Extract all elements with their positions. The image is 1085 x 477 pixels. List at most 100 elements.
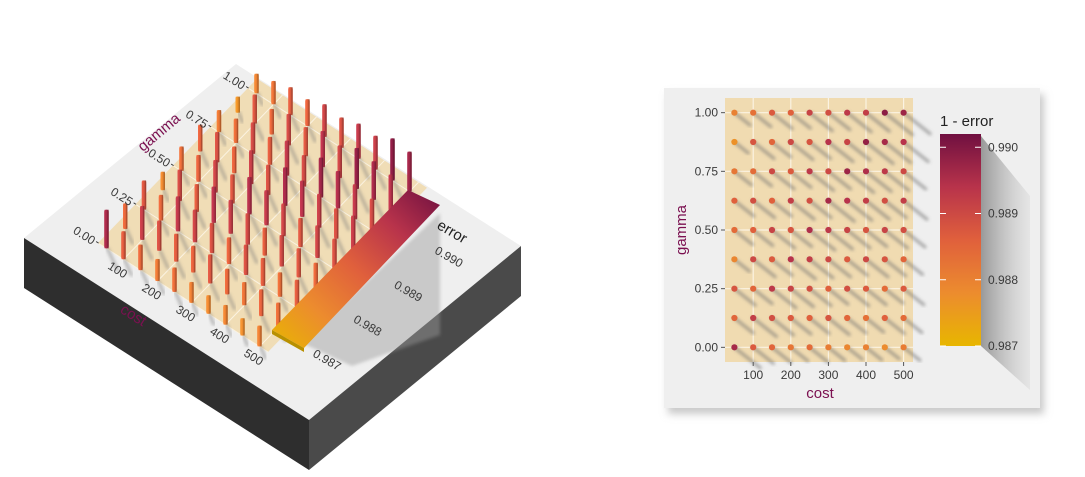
point-shadow xyxy=(751,111,773,129)
bar xyxy=(140,205,145,240)
point-shadow xyxy=(732,316,755,335)
data-point xyxy=(844,197,851,204)
bar xyxy=(284,140,290,176)
bar-shadow xyxy=(208,312,216,326)
bar-shadow xyxy=(303,185,315,206)
bar xyxy=(235,96,240,113)
data-point xyxy=(844,344,851,351)
bar-shadow xyxy=(266,223,278,247)
data-point xyxy=(768,138,776,146)
bar-shadow xyxy=(177,230,190,253)
data-point xyxy=(900,344,907,351)
point-shadow xyxy=(864,257,890,279)
bar-shadow xyxy=(317,256,329,278)
bar-shadow xyxy=(181,169,190,186)
bar-shadow xyxy=(281,265,293,286)
bar xyxy=(206,295,211,314)
data-point xyxy=(862,197,870,204)
bar-shadow xyxy=(157,279,166,295)
bar xyxy=(322,104,327,138)
bar xyxy=(371,161,376,201)
bar-shadow xyxy=(194,240,206,263)
data-point xyxy=(750,285,757,292)
bar-shadow xyxy=(271,133,281,151)
data-point xyxy=(825,314,832,322)
bar xyxy=(192,209,198,243)
x-tick-label: 200 xyxy=(781,368,801,382)
bar xyxy=(174,233,179,262)
point-shadow xyxy=(883,140,913,165)
x-axis-title: cost xyxy=(806,385,834,402)
point-shadow xyxy=(751,287,774,306)
bar xyxy=(242,281,247,306)
data-point xyxy=(862,138,870,146)
point-shadow xyxy=(751,199,777,220)
bar-shadow xyxy=(283,234,295,256)
point-shadow xyxy=(826,345,847,362)
bar xyxy=(189,281,194,303)
bar xyxy=(245,213,250,245)
bar xyxy=(209,222,215,254)
data-point xyxy=(787,168,794,175)
bar-shadow xyxy=(237,111,244,124)
bar-shadow xyxy=(259,345,267,360)
data-point xyxy=(881,197,888,204)
data-point xyxy=(768,344,776,351)
data-point xyxy=(881,168,888,175)
data-point xyxy=(731,197,738,204)
bar-shadow xyxy=(216,160,228,181)
data-point xyxy=(806,138,813,146)
data-point xyxy=(825,109,832,116)
chart-3d: 0.00-0.25-0.50-0.75-1.00-100200300400500… xyxy=(24,64,521,470)
data-point xyxy=(825,285,832,292)
data-point xyxy=(731,226,738,234)
point-shadow xyxy=(845,345,864,361)
bar-shadow xyxy=(218,130,227,146)
axis-ticks: 100 200 300 400 500 0.00 0.25 0.50 0.75 1.00 xyxy=(695,106,914,382)
point-shadow xyxy=(864,199,891,221)
data-point xyxy=(768,197,776,204)
bar-shadow xyxy=(215,191,227,213)
y-tick-mark: - xyxy=(242,80,253,94)
point-shadow xyxy=(845,287,871,308)
bar xyxy=(294,279,300,308)
point-shadow xyxy=(864,316,886,334)
bar xyxy=(158,194,164,221)
data-point xyxy=(900,285,907,292)
point-shadow xyxy=(883,111,915,137)
data-point xyxy=(881,314,888,322)
bar xyxy=(179,146,184,171)
bar-shadow xyxy=(211,251,223,272)
point-shadow xyxy=(789,257,817,281)
bar-shadow xyxy=(243,303,253,320)
point-shadow xyxy=(807,228,837,252)
bar xyxy=(243,244,249,276)
bar-shadow xyxy=(300,245,311,265)
bar-shadow xyxy=(279,295,289,312)
data-point xyxy=(750,256,757,263)
data-point xyxy=(768,256,776,263)
legend-tick-label: 0.989 xyxy=(988,207,1018,221)
point-shadow xyxy=(789,316,813,336)
legend-tick-label: 0.990 xyxy=(988,140,1018,154)
point-shadow xyxy=(864,169,893,193)
data-point xyxy=(881,109,888,116)
data-point xyxy=(881,138,888,146)
bar xyxy=(337,145,342,179)
bar-shadow xyxy=(262,284,273,304)
point-shadow xyxy=(751,228,775,248)
bar xyxy=(315,225,320,259)
data-point xyxy=(806,168,813,175)
point-shadow xyxy=(789,345,810,363)
point-shadow xyxy=(789,111,812,130)
colorbar xyxy=(940,134,981,346)
point-shadow xyxy=(732,199,756,218)
bar xyxy=(313,262,318,289)
point-shadow xyxy=(807,257,835,280)
bar xyxy=(141,180,147,210)
data-point xyxy=(862,256,870,263)
base-right-face xyxy=(309,246,521,470)
bar xyxy=(339,117,344,148)
data-point xyxy=(731,314,738,322)
